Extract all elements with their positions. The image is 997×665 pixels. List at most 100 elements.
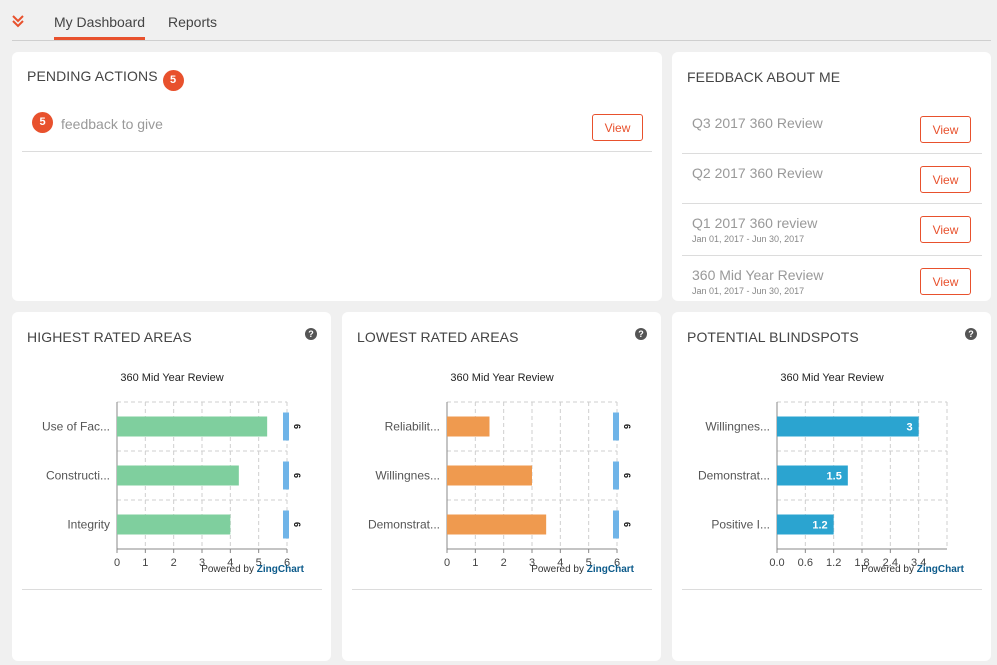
feedback-item-title[interactable]: Q3 2017 360 Review <box>692 115 823 131</box>
chart-title: 360 Mid Year Review <box>780 372 883 384</box>
pending-actions-card: PENDING ACTIONS 5 5 feedback to give Vie… <box>12 52 662 301</box>
bar <box>117 465 239 486</box>
feedback-view-button[interactable]: View <box>920 268 971 295</box>
data-label: 3 <box>907 422 913 434</box>
bar <box>447 465 532 486</box>
x-tick-label: 2.4 <box>883 557 898 569</box>
divider <box>352 589 652 590</box>
chart-card-title: HIGHEST RATED AREAS <box>27 329 192 345</box>
target-marker-label: 6 <box>622 473 632 478</box>
feedback-view-button[interactable]: View <box>920 166 971 193</box>
x-tick-label: 5 <box>586 557 592 569</box>
target-marker <box>613 461 619 490</box>
powered-by-label: Powered by ZingChart <box>201 564 304 575</box>
feedback-view-button[interactable]: View <box>920 116 971 143</box>
bar <box>777 514 834 535</box>
divider <box>682 589 982 590</box>
target-marker <box>613 412 619 441</box>
tab-reports[interactable]: Reports <box>168 14 218 30</box>
feedback-count-badge: 5 <box>32 112 53 133</box>
target-marker-label: 6 <box>292 424 302 429</box>
divider <box>682 153 982 154</box>
divider <box>22 589 322 590</box>
double-chevron-down-icon[interactable] <box>10 13 26 29</box>
help-icon[interactable]: ? <box>635 328 647 340</box>
x-tick-label: 3.4 <box>911 557 926 569</box>
bar <box>777 465 848 486</box>
powered-by-prefix: Powered by <box>861 564 917 575</box>
target-marker-label: 6 <box>292 473 302 478</box>
powered-by-prefix: Powered by <box>201 564 257 575</box>
x-tick-label: 4 <box>557 557 563 569</box>
highest-rated-chart: 360 Mid Year Review Use of Fac... 6 Constru… <box>42 372 305 575</box>
x-tick-label: 3 <box>529 557 535 569</box>
potential-blindspots-card: POTENTIAL BLINDSPOTS ? 360 Mid Year Revi… <box>672 312 991 661</box>
feedback-view-button[interactable]: View <box>920 216 971 243</box>
x-tick-label: 1 <box>142 557 148 569</box>
feedback-about-me-card: FEEDBACK ABOUT ME Q3 2017 360 Review Vie… <box>672 52 991 301</box>
bar <box>447 416 490 437</box>
x-tick-label: 1.8 <box>854 557 869 569</box>
chart-title: 360 Mid Year Review <box>120 372 223 384</box>
feedback-item-date: Jan 01, 2017 - Jun 30, 2017 <box>692 286 805 296</box>
bar <box>117 514 231 535</box>
category-label: Demonstrat... <box>698 469 770 483</box>
x-tick-label: 6 <box>284 557 290 569</box>
pending-view-button[interactable]: View <box>592 114 643 141</box>
x-tick-label: 1.2 <box>826 557 841 569</box>
x-tick-label: 3 <box>199 557 205 569</box>
target-marker <box>283 461 289 490</box>
divider <box>682 203 982 204</box>
powered-by-label: Powered by ZingChart <box>531 564 634 575</box>
data-label: 1.5 <box>827 471 842 483</box>
pending-actions-title: PENDING ACTIONS <box>27 68 158 84</box>
x-tick-label: 6 <box>614 557 620 569</box>
x-tick-label: 0.6 <box>798 557 813 569</box>
pending-actions-header: PENDING ACTIONS 5 <box>27 68 184 91</box>
feedback-item-date: Jan 01, 2017 - Jun 30, 2017 <box>692 234 805 244</box>
bar <box>447 514 547 535</box>
chart-card-title: LOWEST RATED AREAS <box>357 329 519 345</box>
x-tick-label: 2 <box>501 557 507 569</box>
tab-my-dashboard[interactable]: My Dashboard <box>54 14 146 40</box>
chart-card-title: POTENTIAL BLINDSPOTS <box>687 329 859 345</box>
chart-title: 360 Mid Year Review <box>450 372 553 384</box>
pending-item-label[interactable]: feedback to give <box>61 116 163 132</box>
target-marker-label: 6 <box>292 522 302 527</box>
target-marker <box>613 510 619 539</box>
nav-divider <box>12 40 991 41</box>
target-marker-label: 6 <box>622 424 632 429</box>
category-label: Constructi... <box>46 469 110 483</box>
category-label: Willingnes... <box>375 469 440 483</box>
divider <box>22 151 652 152</box>
feedback-about-me-title: FEEDBACK ABOUT ME <box>687 69 841 85</box>
x-tick-label: 4 <box>227 557 233 569</box>
x-tick-label: 1 <box>472 557 478 569</box>
powered-by-prefix: Powered by <box>531 564 587 575</box>
category-label: Reliabilit... <box>385 420 440 434</box>
feedback-item-title[interactable]: Q2 2017 360 Review <box>692 165 823 181</box>
data-label: 1.2 <box>812 520 827 532</box>
lowest-rated-chart: 360 Mid Year Review Reliabilit... 6 Willing… <box>368 372 635 575</box>
feedback-item-title[interactable]: Q1 2017 360 review <box>692 215 818 231</box>
category-label: Use of Fac... <box>42 420 110 434</box>
help-icon[interactable]: ? <box>305 328 317 340</box>
zingchart-link[interactable]: ZingChart <box>257 564 305 575</box>
x-tick-label: 0.0 <box>769 557 784 569</box>
zingchart-link[interactable]: ZingChart <box>587 564 635 575</box>
bar <box>777 416 919 437</box>
bar <box>117 416 268 437</box>
target-marker <box>283 412 289 441</box>
pending-count-badge: 5 <box>162 70 184 91</box>
help-icon[interactable]: ? <box>965 328 977 340</box>
zingchart-link[interactable]: ZingChart <box>917 564 965 575</box>
top-nav: My Dashboard Reports <box>0 0 997 42</box>
x-tick-label: 2 <box>171 557 177 569</box>
category-label: Willingnes... <box>705 420 770 434</box>
x-tick-label: 5 <box>256 557 262 569</box>
highest-rated-areas-card: HIGHEST RATED AREAS ? 360 Mid Year Revie… <box>12 312 331 661</box>
x-tick-label: 0 <box>444 557 450 569</box>
powered-by-label: Powered by ZingChart <box>861 564 964 575</box>
category-label: Demonstrat... <box>368 518 440 532</box>
feedback-item-title[interactable]: 360 Mid Year Review <box>692 267 824 283</box>
